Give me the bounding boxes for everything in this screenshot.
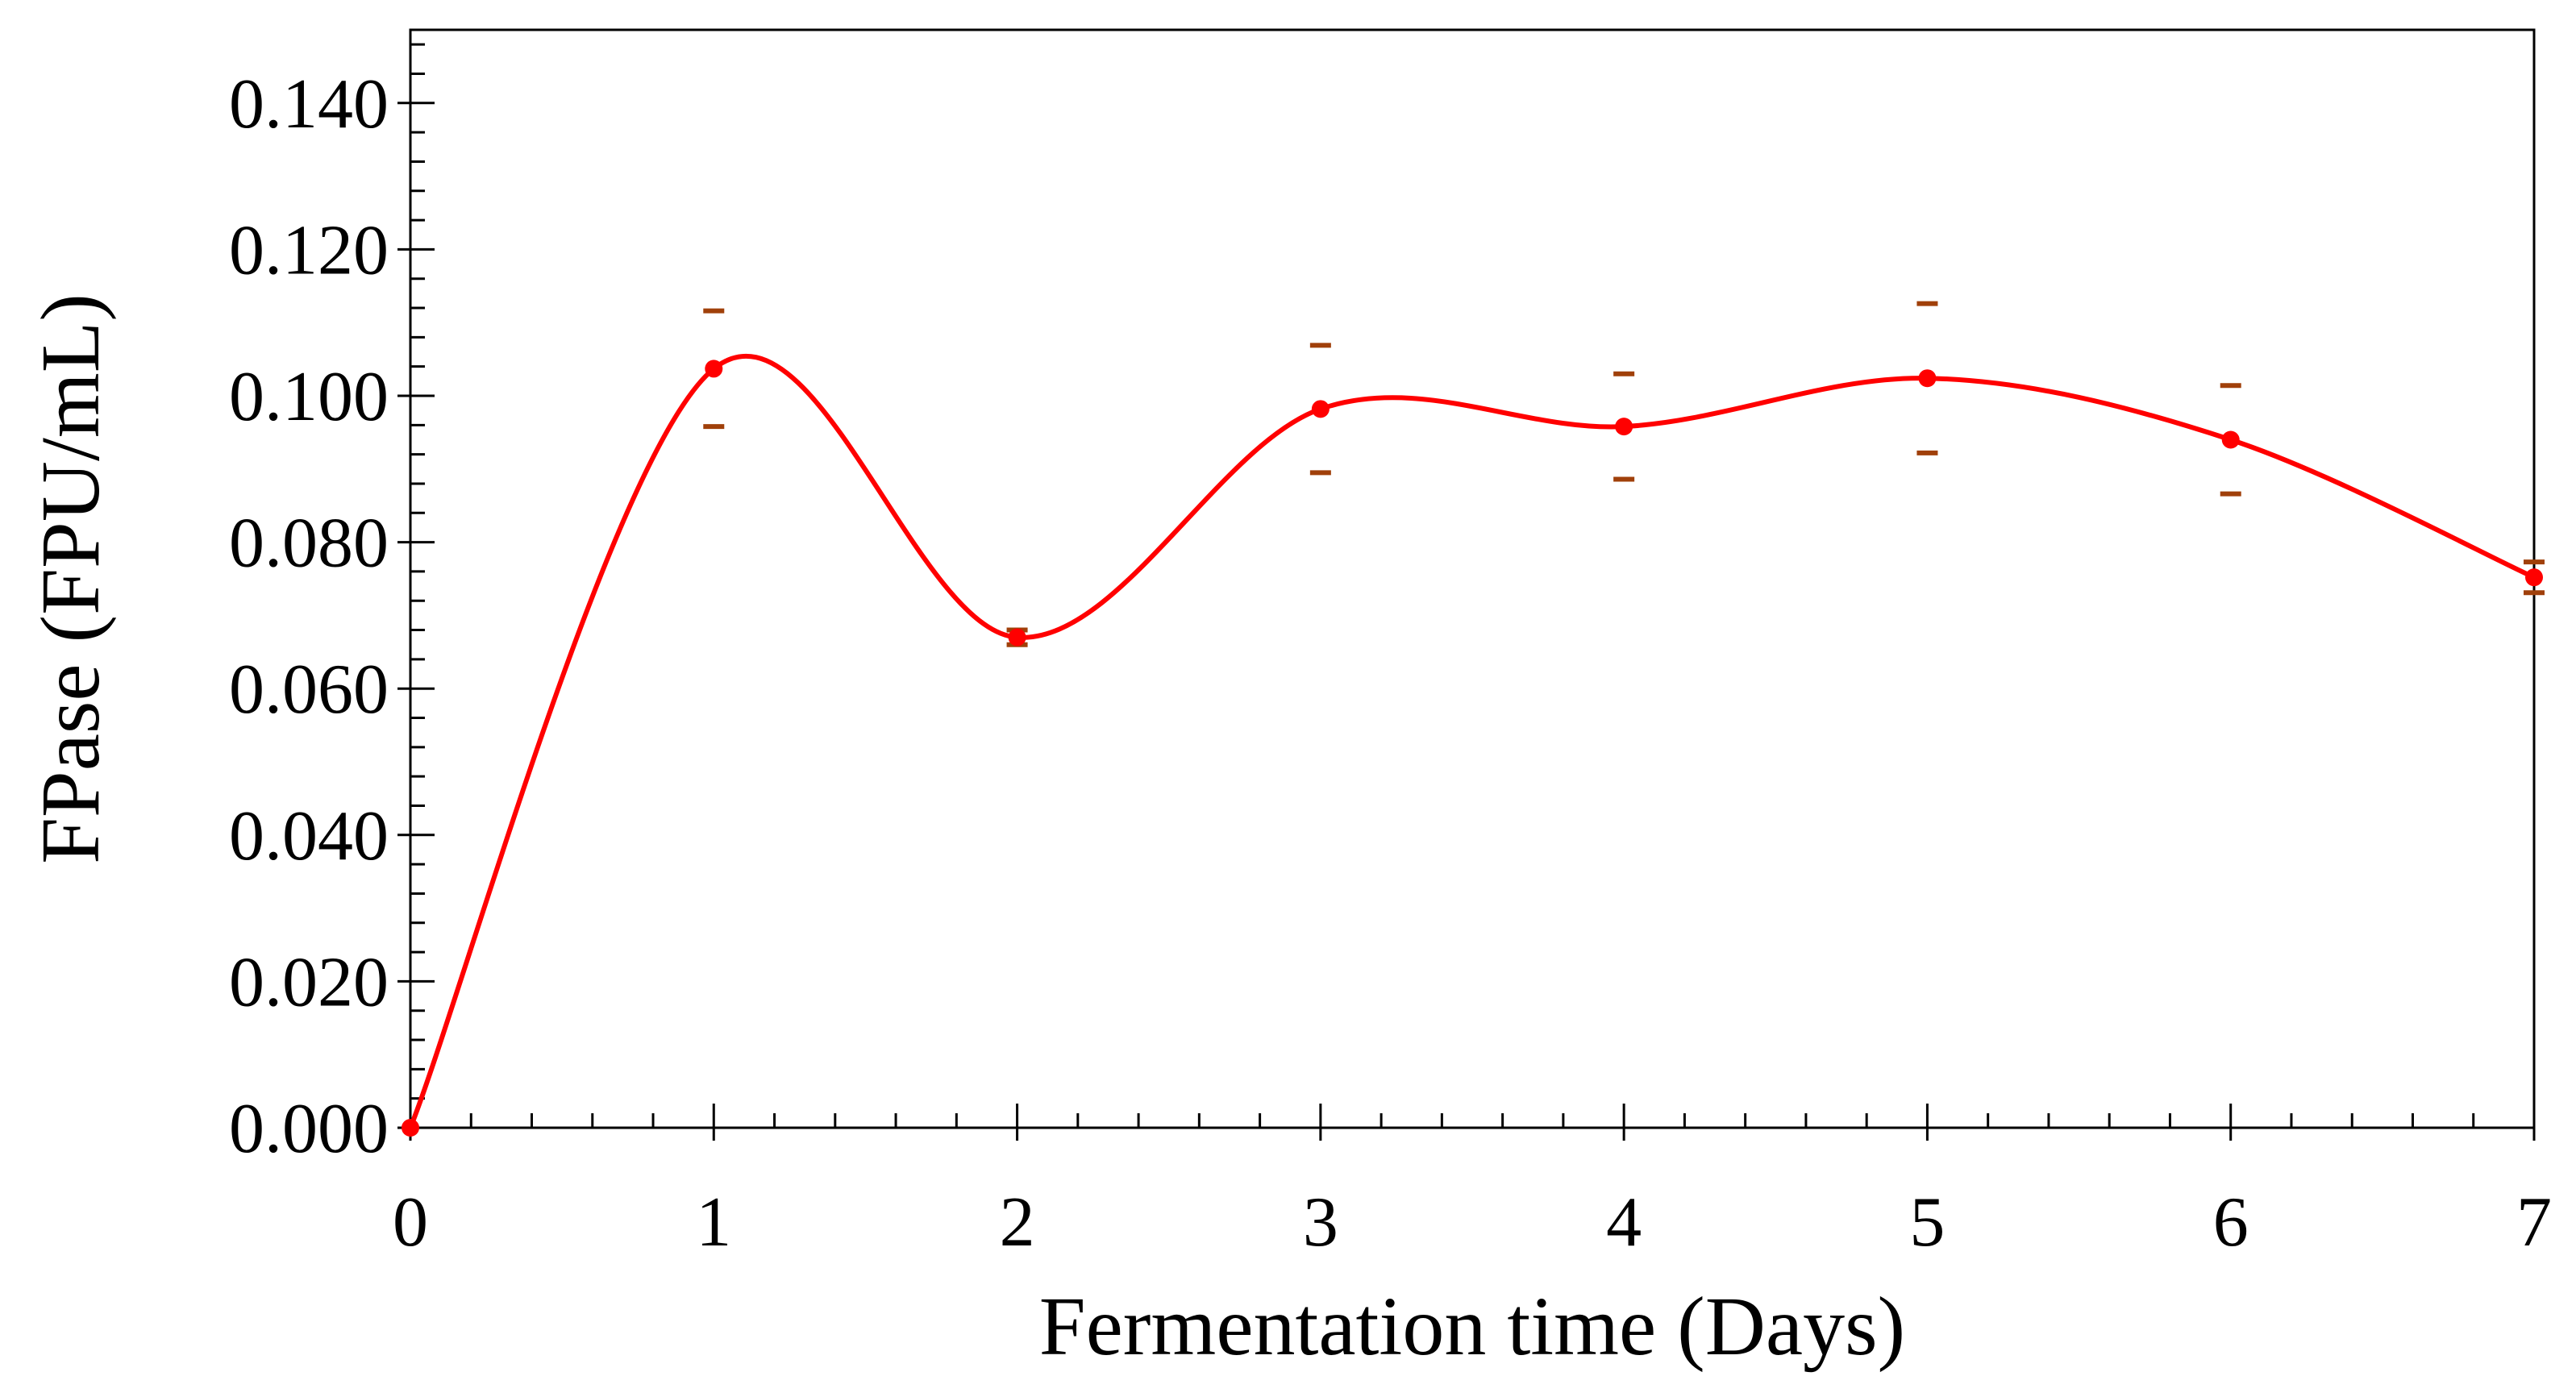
y-tick-label: 0.120 (229, 211, 389, 289)
y-tick-label: 0.060 (229, 651, 389, 729)
data-point (1918, 369, 1937, 388)
major-ticks (397, 102, 2536, 1141)
y-tick-label: 0.020 (229, 943, 389, 1021)
data-point (2221, 430, 2240, 449)
series-line-fpase (408, 353, 2536, 1129)
y-axis-title: FPase (FPU/mL) (24, 293, 117, 864)
error-bars (703, 301, 2545, 647)
x-axis-title: Fermentation time (Days) (1039, 1280, 1905, 1373)
y-tick-labels: 0.000 0.020 0.040 0.060 0.080 0.100 0.120 0.140 (229, 65, 389, 1168)
data-point (1008, 628, 1026, 647)
y-tick-label: 0.080 (229, 505, 389, 583)
x-tick-label: 3 (1303, 1183, 1338, 1262)
data-point (1615, 418, 1633, 436)
data-points (402, 360, 2543, 1137)
x-tick-label: 7 (2516, 1183, 2552, 1262)
x-tick-label: 0 (393, 1183, 428, 1262)
x-tick-label: 6 (2213, 1183, 2249, 1262)
x-tick-label: 1 (696, 1183, 731, 1262)
x-tick-label: 4 (1606, 1183, 1642, 1262)
y-tick-label: 0.000 (229, 1090, 389, 1168)
data-point (705, 360, 723, 378)
x-tick-label: 5 (1909, 1183, 1945, 1262)
y-tick-label: 0.040 (229, 797, 389, 875)
data-point (1311, 400, 1330, 418)
y-tick-label: 0.100 (229, 358, 389, 436)
minor-ticks (410, 43, 2475, 1128)
data-point (2525, 568, 2543, 587)
y-tick-label: 0.140 (229, 65, 389, 143)
x-tick-label: 2 (1000, 1183, 1035, 1262)
x-tick-labels: 0 1 2 3 4 5 6 7 (393, 1183, 2552, 1262)
plot-frame (409, 28, 2536, 1129)
data-point (402, 1119, 419, 1137)
